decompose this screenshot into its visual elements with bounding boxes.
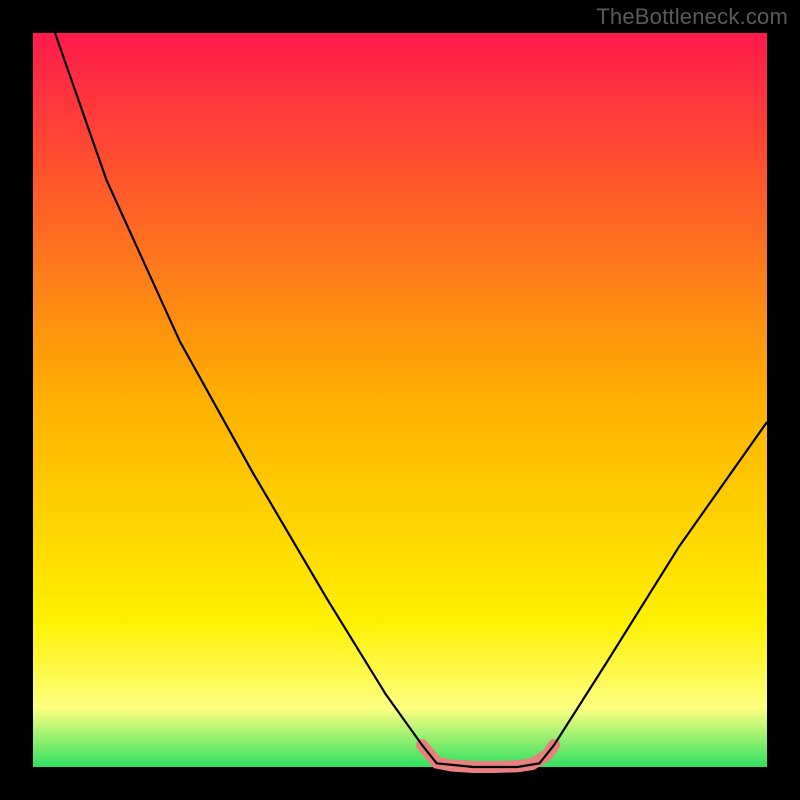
figure-root: TheBottleneck.com	[0, 0, 800, 800]
attribution-text: TheBottleneck.com	[596, 4, 788, 30]
plot-area	[33, 33, 767, 767]
